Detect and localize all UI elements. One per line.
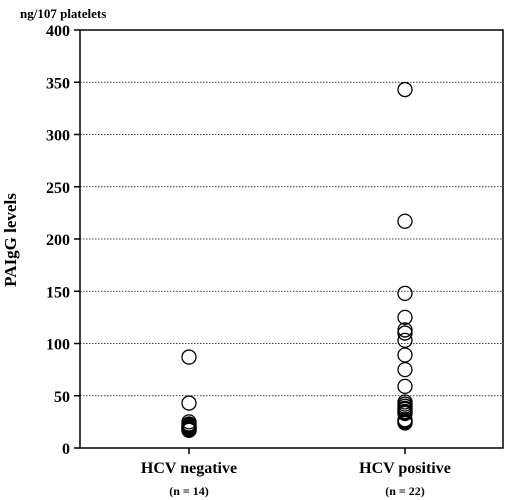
x-category-label: HCV negative <box>141 460 237 477</box>
data-point <box>397 325 413 341</box>
y-axis-ticks: 0 50 100 150 200 250 300 350 400 <box>46 23 80 458</box>
gridlines <box>80 81 503 397</box>
x-axis-categories: HCV negative (n = 14) HCV positive (n = 22) <box>141 448 451 498</box>
plot-frame <box>79 29 504 449</box>
data-points <box>181 81 413 438</box>
data-point <box>397 81 413 98</box>
data-point <box>397 213 413 229</box>
data-point <box>181 422 197 438</box>
y-axis-label: PAIgG levels <box>1 193 20 287</box>
y-tick-label: 300 <box>46 128 70 145</box>
y-tick-label: 100 <box>46 337 70 354</box>
data-point <box>397 322 413 338</box>
data-point <box>397 347 413 363</box>
data-point <box>181 349 197 365</box>
y-tick-label: 250 <box>46 180 70 197</box>
y-tick-label: 150 <box>46 284 70 301</box>
data-point <box>397 405 413 422</box>
y-tick-label: 350 <box>46 75 70 92</box>
y-axis-unit-label: ng/107 platelets <box>20 6 106 21</box>
y-tick-label: 200 <box>46 232 70 249</box>
data-point <box>397 415 413 431</box>
x-category-count: (n = 22) <box>385 484 425 498</box>
x-category-count: (n = 14) <box>169 484 209 498</box>
y-tick-label: 50 <box>54 389 70 406</box>
data-point <box>397 309 413 326</box>
data-point <box>397 378 413 394</box>
x-category-label: HCV positive <box>359 460 451 477</box>
y-tick-label: 400 <box>46 23 70 40</box>
data-point <box>181 395 197 411</box>
data-point <box>397 361 413 378</box>
y-tick-label: 0 <box>62 441 70 458</box>
data-point <box>397 285 413 301</box>
